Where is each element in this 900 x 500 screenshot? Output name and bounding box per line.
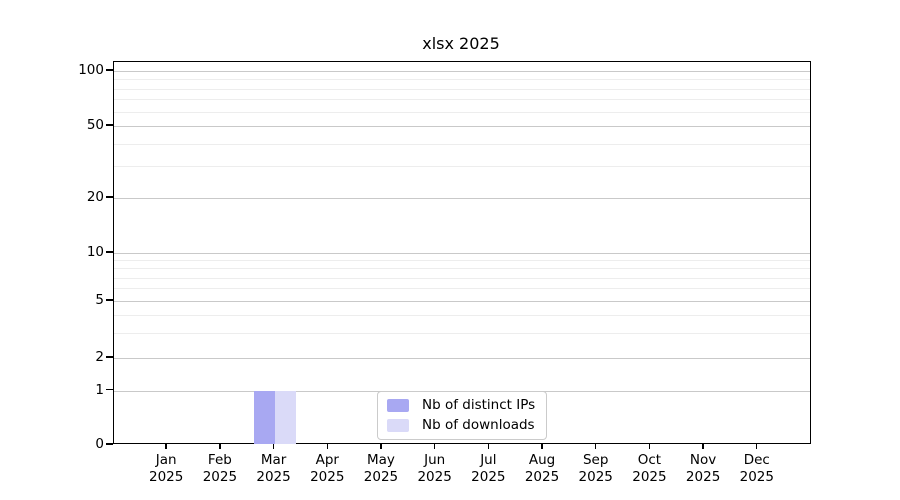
y-gridline-minor [113,166,810,168]
x-tick-year: 2025 [202,469,238,485]
y-axis-tick [106,443,113,445]
y-gridline-major [113,253,810,254]
x-tick-year: 2025 [310,469,345,485]
y-tick-label: 50 [86,117,104,133]
y-tick-label: 1 [95,381,104,398]
x-tick-month: May [366,452,395,468]
x-tick-year: 2025 [417,469,452,485]
x-tick-year: 2025 [578,469,613,485]
y-axis-tick [106,196,113,198]
x-tick-month: Mar [260,452,287,468]
x-axis-tick [326,444,328,449]
y-gridline-minor [113,277,810,279]
x-tick-year: 2025 [471,469,506,485]
x-axis-tick [541,444,543,449]
y-gridline-major [113,71,810,72]
x-tick-label: Jan 2025 [135,452,197,486]
x-tick-month: Oct [637,452,662,468]
x-tick-year: 2025 [149,469,184,485]
x-tick-label: Jun 2025 [404,452,466,486]
chart-title: xlsx 2025 [422,34,500,53]
y-gridline-minor [113,260,810,262]
x-tick-label: Aug 2025 [511,452,573,486]
x-tick-label: Dec 2025 [726,452,788,486]
y-axis-tick [106,124,113,126]
y-gridline-minor [113,268,810,270]
y-gridline-minor [113,88,810,90]
y-tick-label: 10 [86,244,104,260]
y-tick-label: 100 [78,62,104,78]
y-axis-tick [106,356,113,358]
x-tick-year: 2025 [256,469,291,485]
x-axis-tick [487,444,490,449]
y-gridline-major [113,301,810,302]
legend-item-label: Nb of distinct IPs [422,397,536,413]
y-axis-tick [106,251,113,253]
y-axis-tick [106,69,113,71]
plot-area [112,61,811,444]
x-tick-month: Feb [207,452,232,468]
x-tick-label: Mar 2025 [243,452,305,486]
x-tick-month: Jul [480,452,497,468]
y-gridline-major [113,198,810,199]
y-gridline-minor [113,288,810,290]
legend-item-label: Nb of downloads [422,417,535,433]
x-axis-tick [433,444,436,449]
x-tick-label: Jul 2025 [457,452,519,486]
x-tick-year: 2025 [739,469,774,485]
y-gridline-minor [113,143,810,145]
x-tick-month: Jan [155,452,177,468]
bar-downloads [274,390,296,444]
x-axis-tick [595,444,597,449]
x-axis-tick [702,444,704,449]
legend-item: Nb of distinct IPs [387,397,535,413]
x-tick-month: Sep [582,452,609,468]
y-gridline-major [113,126,810,127]
x-tick-month: Aug [528,452,556,468]
x-tick-label: Sep 2025 [565,452,627,486]
x-tick-year: 2025 [632,469,667,485]
x-axis-tick [272,444,275,449]
legend: Nb of distinct IPs Nb of downloads [377,391,548,440]
y-gridline-minor [113,111,810,113]
x-tick-label: Apr 2025 [296,452,358,486]
x-tick-year: 2025 [363,469,399,485]
x-axis-tick [380,444,382,449]
x-tick-label: Oct 2025 [618,452,680,486]
x-axis-tick [219,444,221,449]
x-tick-label: Nov 2025 [672,452,734,486]
y-gridline-minor [113,79,810,81]
y-axis-tick [106,299,113,301]
y-axis-tick [106,388,113,391]
y-gridline-major [113,358,810,359]
y-gridline-minor [113,332,810,334]
x-axis-tick [756,444,758,449]
x-tick-year: 2025 [685,469,721,485]
y-gridline-minor [113,314,810,316]
y-gridline-minor [113,99,810,101]
y-tick-label: 0 [95,436,104,452]
legend-item: Nb of downloads [387,417,535,433]
bar-distinct-ips [253,390,275,444]
y-tick-label: 20 [86,189,104,205]
y-tick-label: 2 [95,349,104,365]
x-tick-month: Nov [689,452,717,468]
x-tick-label: May 2025 [350,452,412,486]
x-axis-tick [165,444,167,449]
x-tick-month: Dec [743,452,770,468]
legend-swatch [387,398,409,412]
y-tick-label: 5 [95,292,104,308]
x-axis-tick [648,444,651,449]
x-tick-label: Feb 2025 [189,452,251,486]
x-tick-month: Jun [424,452,446,468]
x-tick-month: Apr [315,452,339,468]
x-tick-year: 2025 [524,469,560,485]
legend-swatch [387,418,409,432]
